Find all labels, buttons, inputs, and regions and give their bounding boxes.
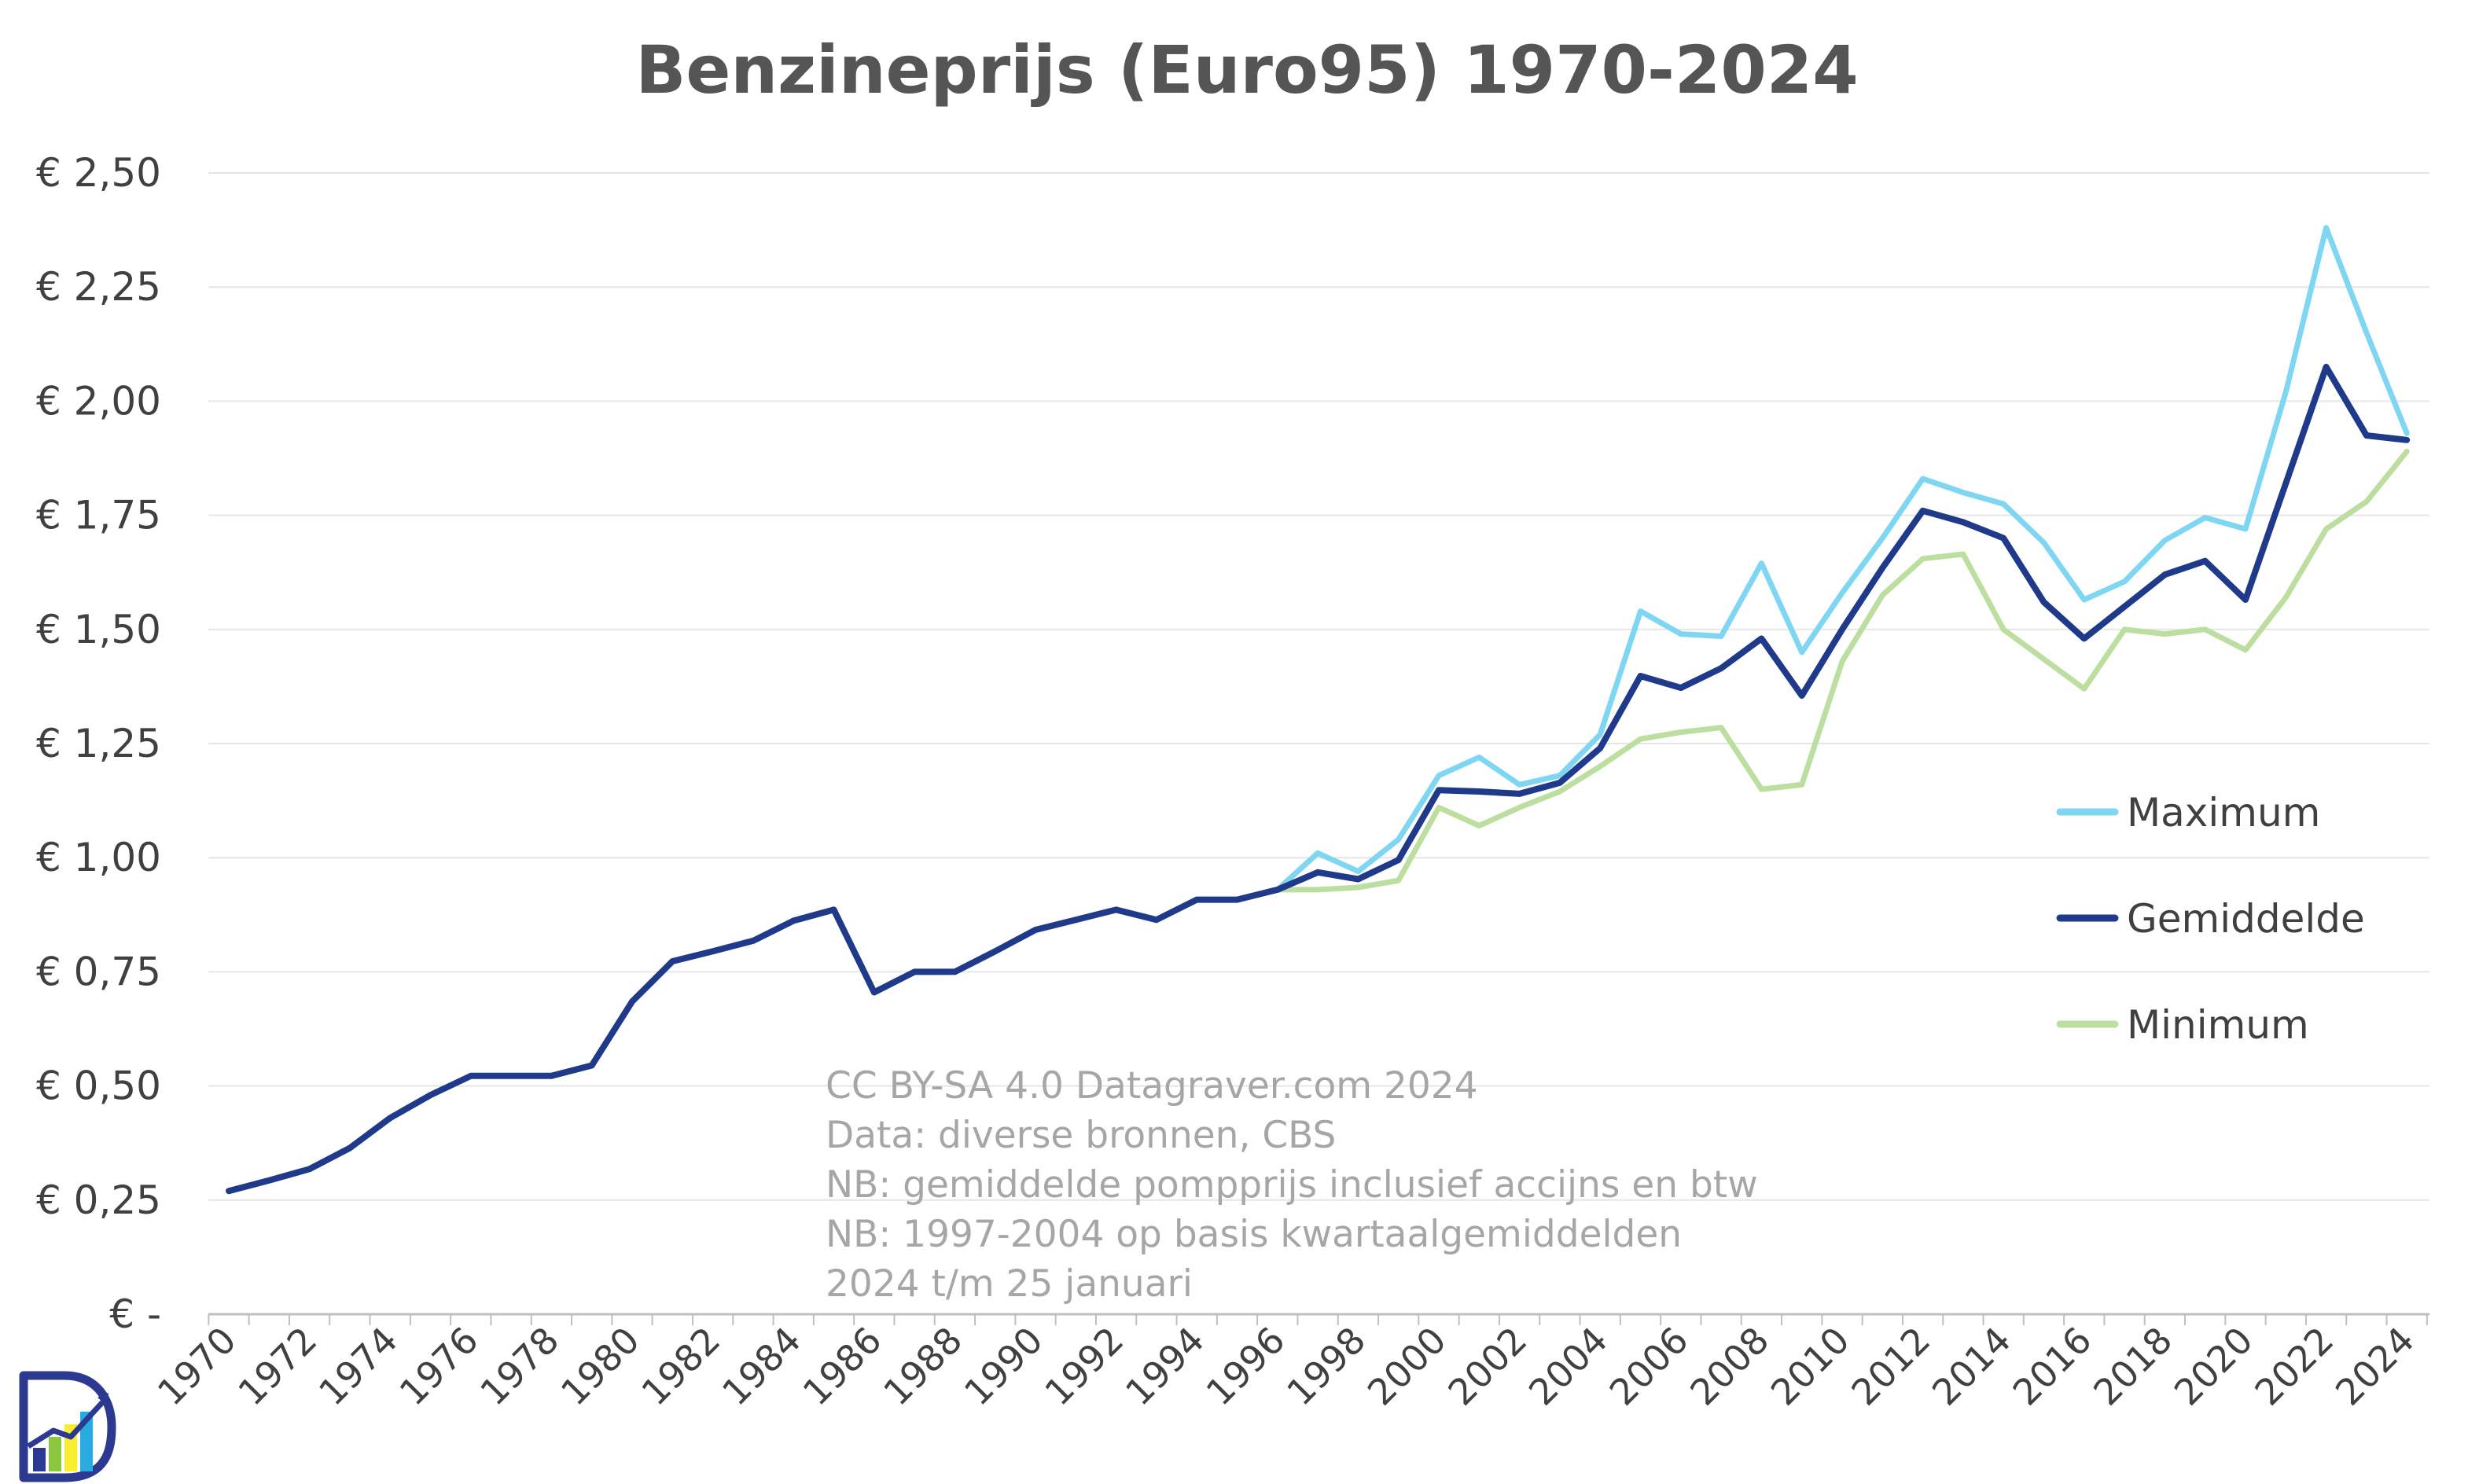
x-tick-label: 2014 <box>1924 1319 2019 1414</box>
gridlines <box>208 172 2429 1201</box>
x-tick-label: 1976 <box>392 1319 487 1414</box>
x-tick-label: 1998 <box>1278 1319 1374 1414</box>
note-data-source: Data: diverse bronnen, CBS <box>826 1114 1336 1157</box>
series-line-minimum <box>1274 448 2410 893</box>
x-tick-label: 1988 <box>875 1319 970 1414</box>
y-tick-label: € - <box>109 1291 161 1337</box>
chart-title: Benzineprijs (Euro95) 1970-2024 <box>635 31 1858 108</box>
x-axis-labels: 1970197219741976197819801982198419861988… <box>149 1319 2422 1414</box>
source-notes: CC BY-SA 4.0 Datagraver.com 2024 Data: d… <box>826 1064 1758 1306</box>
y-tick-label: € 2,00 <box>36 378 161 424</box>
y-tick-label: € 1,00 <box>36 835 161 880</box>
y-tick-label: € 0,25 <box>36 1177 161 1223</box>
y-tick-label: € 1,25 <box>36 721 161 766</box>
x-tick-label: 1974 <box>311 1319 406 1414</box>
y-tick-label: € 0,50 <box>36 1063 161 1109</box>
note-price-definition: NB: gemiddelde pompprijs inclusief accij… <box>826 1163 1758 1207</box>
y-tick-label: € 2,25 <box>36 264 161 310</box>
x-tick-label: 1996 <box>1198 1319 1293 1414</box>
series-line-maximum <box>1274 225 2410 893</box>
note-quarterly-basis: NB: 1997-2004 op basis kwartaalgemiddeld… <box>826 1213 1682 1256</box>
x-tick-label: 1984 <box>714 1319 809 1414</box>
x-tick-label: 2000 <box>1359 1319 1455 1414</box>
series-lines <box>226 225 2411 1195</box>
x-tick-label: 1980 <box>553 1319 648 1414</box>
y-tick-label: € 2,50 <box>36 150 161 196</box>
x-tick-label: 1972 <box>230 1319 325 1414</box>
note-date-cutoff: 2024 t/m 25 januari <box>826 1262 1193 1306</box>
legend-label-gemiddelde: Gemiddelde <box>2127 896 2365 942</box>
y-tick-label: € 0,75 <box>36 949 161 994</box>
x-tick-label: 2016 <box>2005 1319 2100 1414</box>
x-tick-label: 2012 <box>1843 1319 1938 1414</box>
x-tick-label: 1970 <box>149 1319 245 1414</box>
x-tick-label: 2010 <box>1763 1319 1858 1414</box>
x-tick-label: 2004 <box>1521 1319 1616 1414</box>
x-tick-label: 2024 <box>2327 1319 2422 1414</box>
x-tick-label: 2008 <box>1682 1319 1777 1414</box>
x-tick-label: 1990 <box>956 1319 1051 1414</box>
x-tick-label: 2018 <box>2085 1319 2180 1414</box>
series-line-gemiddelde <box>226 363 2411 1195</box>
x-tick-label: 1978 <box>472 1319 567 1414</box>
y-axis-labels: € - € 0,25 € 0,50 € 0,75 € 1,00 € 1,25 € 1,50 €… <box>36 150 161 1337</box>
x-tick-label: 2022 <box>2246 1319 2341 1414</box>
x-axis <box>208 1313 2429 1325</box>
y-tick-label: € 1,75 <box>36 493 161 538</box>
x-tick-label: 2006 <box>1602 1319 1697 1414</box>
x-tick-label: 1986 <box>795 1319 890 1414</box>
legend: Maximum Gemiddelde Minimum <box>2056 790 2365 1048</box>
x-tick-label: 1982 <box>633 1319 728 1414</box>
x-tick-label: 2020 <box>2166 1319 2261 1414</box>
x-tick-label: 2002 <box>1440 1319 1535 1414</box>
note-license: CC BY-SA 4.0 Datagraver.com 2024 <box>826 1064 1478 1107</box>
datagraver-logo-icon <box>19 1371 116 1482</box>
legend-label-minimum: Minimum <box>2127 1002 2309 1048</box>
x-tick-label: 1992 <box>1036 1319 1131 1414</box>
x-tick-label: 1994 <box>1117 1319 1212 1414</box>
legend-label-maximum: Maximum <box>2127 790 2320 836</box>
y-tick-label: € 1,50 <box>36 607 161 652</box>
